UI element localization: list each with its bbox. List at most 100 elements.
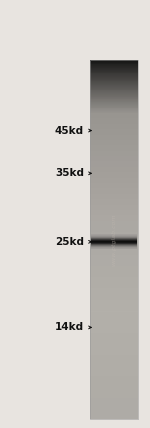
Bar	[90, 382, 138, 383]
Bar	[90, 297, 138, 298]
Text: 14kd: 14kd	[55, 322, 84, 333]
Bar	[90, 164, 138, 165]
Bar	[90, 402, 138, 403]
Bar	[90, 85, 138, 86]
Bar	[90, 131, 138, 132]
Bar	[90, 130, 138, 131]
Bar	[90, 323, 138, 324]
Bar	[90, 132, 138, 133]
Bar	[90, 101, 138, 102]
Bar	[90, 106, 138, 107]
Bar	[90, 369, 138, 370]
Bar	[90, 98, 138, 99]
Bar	[90, 398, 138, 399]
Bar	[90, 415, 138, 416]
Bar	[90, 292, 138, 294]
Bar	[90, 378, 138, 379]
Bar	[90, 247, 138, 248]
Bar	[90, 328, 138, 330]
Bar	[90, 150, 138, 151]
Bar	[90, 273, 138, 275]
Bar	[90, 127, 138, 128]
Bar	[90, 124, 138, 125]
Bar	[90, 103, 138, 104]
Bar	[90, 353, 138, 354]
Bar	[90, 166, 138, 167]
Bar	[90, 256, 138, 257]
Bar	[90, 241, 138, 242]
Bar	[90, 196, 138, 197]
Bar	[90, 263, 138, 264]
Bar	[90, 389, 138, 391]
Bar	[90, 95, 138, 96]
Bar	[90, 403, 138, 404]
Bar	[90, 238, 138, 240]
Bar	[90, 358, 138, 359]
Bar	[90, 367, 138, 368]
Bar	[90, 77, 138, 78]
Bar	[90, 139, 138, 140]
Bar	[90, 265, 138, 266]
Bar	[90, 309, 138, 311]
Bar	[90, 409, 138, 410]
Bar	[90, 405, 138, 406]
Bar	[90, 343, 138, 344]
Bar	[90, 283, 138, 285]
Bar	[90, 89, 138, 90]
Bar	[90, 72, 138, 74]
Bar	[90, 219, 138, 220]
Bar	[90, 344, 138, 345]
Bar	[90, 354, 138, 356]
Bar	[90, 286, 138, 287]
Bar	[90, 187, 138, 188]
Bar	[90, 357, 138, 358]
Bar	[90, 234, 138, 235]
Bar	[90, 389, 138, 390]
Bar	[90, 330, 138, 331]
Bar	[90, 201, 138, 202]
Bar	[90, 313, 138, 314]
Bar	[90, 331, 138, 332]
Bar	[90, 307, 138, 308]
Bar	[90, 410, 138, 411]
Bar	[90, 175, 138, 176]
Bar	[90, 308, 138, 309]
Bar	[90, 354, 138, 355]
Bar	[90, 282, 138, 284]
Bar	[90, 346, 138, 348]
Bar	[90, 348, 138, 349]
Bar	[90, 155, 138, 156]
Bar	[90, 228, 138, 229]
Bar	[90, 291, 138, 293]
Bar	[90, 363, 138, 364]
Bar	[90, 273, 138, 274]
Bar	[90, 202, 138, 203]
Bar	[90, 211, 138, 212]
Bar	[90, 385, 138, 386]
Text: 25kd: 25kd	[55, 237, 84, 247]
Bar	[90, 388, 138, 389]
Bar	[90, 296, 138, 297]
Bar	[90, 379, 138, 380]
Bar	[90, 264, 138, 265]
Bar	[90, 60, 138, 419]
Bar	[90, 217, 138, 218]
Bar	[90, 251, 138, 252]
Bar	[90, 337, 138, 339]
Bar	[90, 161, 138, 162]
Bar	[90, 165, 138, 166]
Bar	[90, 207, 138, 208]
Bar	[90, 66, 138, 67]
Bar	[90, 111, 138, 112]
Bar	[90, 78, 138, 79]
Bar	[90, 245, 138, 246]
Bar	[90, 274, 138, 276]
Bar	[90, 151, 138, 152]
Bar	[90, 123, 138, 124]
Bar	[90, 105, 138, 106]
Bar	[90, 145, 138, 146]
Bar	[90, 97, 138, 98]
Bar	[90, 92, 138, 93]
Bar	[90, 237, 138, 238]
Bar	[90, 138, 138, 139]
